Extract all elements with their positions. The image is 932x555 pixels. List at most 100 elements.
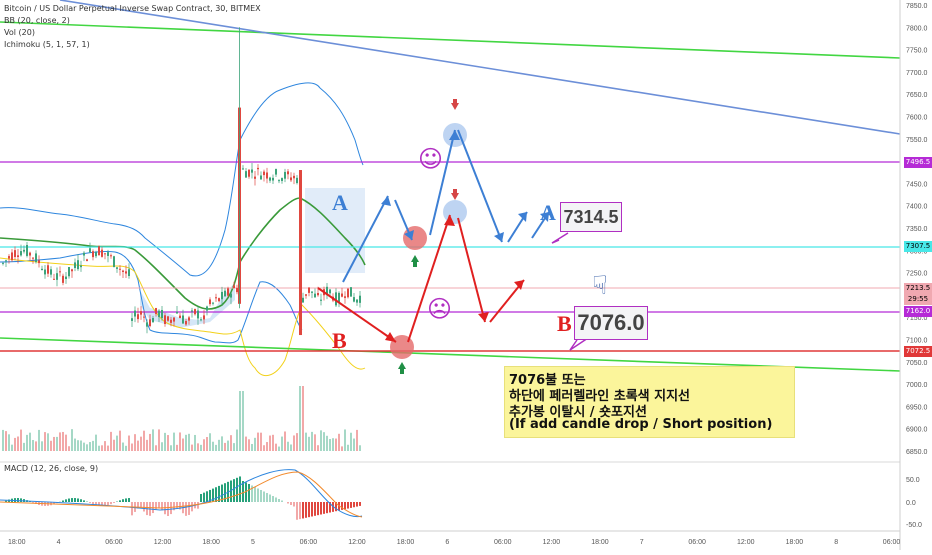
volume-bar bbox=[20, 430, 22, 451]
candle-body bbox=[137, 314, 139, 319]
candle-body bbox=[68, 267, 70, 276]
volume-bar bbox=[275, 444, 277, 451]
macd-bar bbox=[254, 487, 256, 502]
y-tick-label: 6900.0 bbox=[906, 427, 928, 434]
candle-body bbox=[218, 298, 220, 301]
volume-bar bbox=[26, 435, 28, 451]
macd-bar bbox=[170, 502, 172, 514]
volume-bar bbox=[329, 439, 331, 451]
volume-bar bbox=[272, 435, 274, 451]
x-tick-label: 06:00 bbox=[105, 539, 123, 546]
volume-bar bbox=[74, 439, 76, 451]
macd-bar bbox=[287, 502, 289, 504]
candle-body bbox=[221, 292, 223, 299]
candle-body bbox=[284, 172, 286, 179]
macd-bar bbox=[92, 502, 94, 504]
macd-bar bbox=[191, 502, 193, 511]
x-tick-label: 18:00 bbox=[591, 539, 609, 546]
macd-bar bbox=[77, 498, 79, 502]
macd-bar bbox=[188, 502, 190, 515]
volume-bar bbox=[44, 432, 46, 451]
indicator-ichimoku: Ichimoku (5, 1, 57, 1) bbox=[4, 40, 90, 49]
candle-body bbox=[194, 309, 196, 314]
x-tick-label: 12:00 bbox=[737, 539, 755, 546]
x-tick-label: 18:00 bbox=[202, 539, 220, 546]
macd-bar bbox=[347, 502, 349, 509]
macd-bar bbox=[131, 502, 133, 515]
target-a-label: 7314.5 bbox=[560, 202, 622, 232]
letter-a-target: A bbox=[540, 200, 556, 226]
volume-bar bbox=[146, 440, 148, 451]
macd-bar bbox=[206, 491, 208, 502]
volume-bar bbox=[110, 432, 112, 451]
volume-bar bbox=[263, 445, 265, 451]
candle-body bbox=[242, 168, 244, 169]
macd-bar bbox=[293, 502, 295, 507]
volume-bar bbox=[98, 446, 100, 451]
macd-bar bbox=[359, 502, 361, 506]
candle-body bbox=[173, 318, 175, 322]
macd-bar bbox=[80, 499, 82, 502]
candle-body bbox=[320, 300, 322, 301]
volume-bar bbox=[215, 445, 217, 451]
volume-bar bbox=[140, 437, 142, 451]
y-tick-label: 7100.0 bbox=[906, 338, 928, 345]
y-tick-label: 7000.0 bbox=[906, 382, 928, 389]
volume-bar bbox=[149, 434, 151, 451]
volume-bar bbox=[308, 437, 310, 451]
candle-body bbox=[179, 316, 181, 318]
volume-bar bbox=[338, 434, 340, 451]
volume-bar bbox=[278, 447, 280, 451]
candle-body bbox=[170, 320, 172, 323]
candle-body bbox=[260, 176, 262, 180]
macd-bar bbox=[83, 500, 85, 502]
macd-bar bbox=[260, 490, 262, 502]
volume-bar bbox=[113, 440, 115, 451]
price-tag: 29:55 bbox=[904, 294, 932, 305]
note-box: 7076불 또는 하단에 페러렐라인 초록색 지지선 추가봉 이탈시 / 숏포지… bbox=[504, 366, 795, 438]
macd-bar bbox=[161, 502, 163, 510]
volume-bar bbox=[314, 434, 316, 451]
volume-bar bbox=[176, 445, 178, 451]
candle-body bbox=[14, 250, 16, 257]
macd-bar bbox=[113, 502, 115, 503]
macd-bar bbox=[356, 502, 358, 507]
candle-body bbox=[200, 319, 202, 320]
macd-bar bbox=[203, 493, 205, 502]
volume-bar bbox=[242, 391, 244, 451]
volume-bar bbox=[248, 439, 250, 451]
volume-bar bbox=[317, 445, 319, 451]
candle-body bbox=[29, 253, 31, 256]
volume-bar bbox=[359, 445, 361, 451]
candle-body bbox=[266, 172, 268, 178]
volume-bar bbox=[182, 439, 184, 451]
sad-face-icon: ☹ bbox=[427, 297, 452, 321]
note-line-4: (If add candle drop / Short position) bbox=[509, 417, 772, 432]
candle-body bbox=[146, 322, 148, 326]
candle-body bbox=[350, 287, 352, 296]
volume-bar bbox=[269, 436, 271, 451]
volume-bar bbox=[125, 446, 127, 451]
volume-bar bbox=[245, 437, 247, 451]
macd-bar bbox=[269, 495, 271, 503]
price-tag: 7072.5 bbox=[904, 346, 932, 357]
volume-bar bbox=[224, 443, 226, 451]
volume-bar bbox=[179, 432, 181, 451]
candle-body bbox=[2, 263, 4, 264]
candle-body bbox=[254, 177, 256, 179]
candle-body bbox=[305, 294, 307, 296]
macd-bar bbox=[263, 492, 265, 503]
candle-body bbox=[107, 252, 109, 256]
candle-body bbox=[152, 318, 154, 322]
candle-body bbox=[230, 294, 232, 298]
volume-bar bbox=[302, 386, 304, 451]
macd-y-tick-label: 50.0 bbox=[906, 477, 920, 484]
forecast-circle-mid bbox=[443, 200, 467, 224]
macd-bar bbox=[257, 489, 259, 503]
volume-bar bbox=[17, 437, 19, 451]
volume-bar bbox=[71, 429, 73, 451]
candle-body bbox=[17, 255, 19, 257]
volume-bar bbox=[32, 440, 34, 451]
